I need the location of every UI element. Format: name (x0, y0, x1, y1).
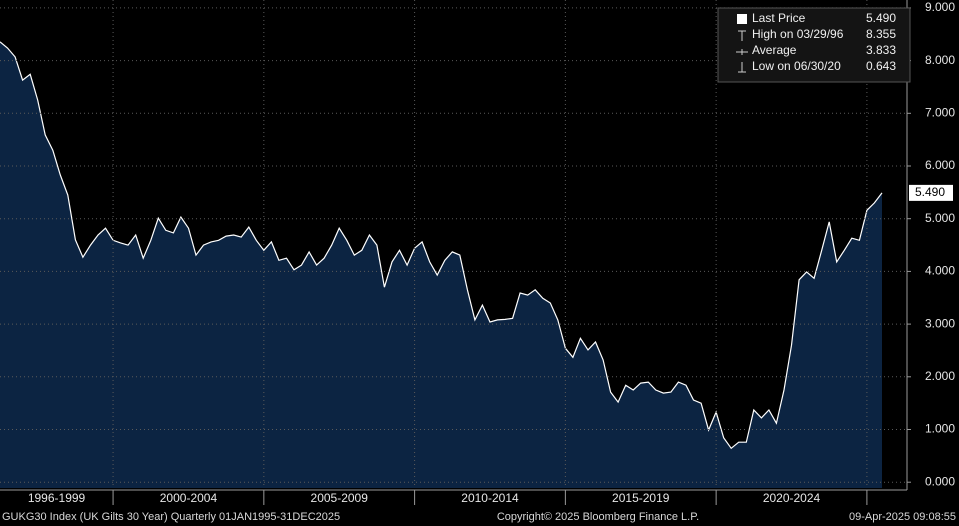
x-tick-label: 2020-2024 (763, 491, 821, 505)
legend-label: Last Price (752, 11, 806, 25)
footer-left: GUKG30 Index (UK Gilts 30 Year) Quarterl… (2, 511, 340, 523)
x-tick-label: 2010-2014 (461, 491, 519, 505)
x-tick-label: 1996-1999 (28, 491, 86, 505)
y-tick-label: 3.000 (925, 316, 955, 330)
legend-icon (736, 49, 748, 55)
legend-label: High on 03/29/96 (752, 27, 844, 41)
legend-value: 3.833 (866, 43, 896, 57)
y-tick-label: 8.000 (925, 53, 955, 67)
y-tick-label: 9.000 (925, 0, 955, 14)
x-tick-label: 2000-2004 (160, 491, 218, 505)
y-tick-label: 5.000 (925, 211, 955, 225)
legend-value: 5.490 (866, 11, 896, 25)
last-price-label: 5.490 (915, 185, 945, 199)
x-tick-label: 2005-2009 (311, 491, 369, 505)
footer-center: Copyright© 2025 Bloomberg Finance L.P. (497, 511, 699, 523)
footer-right: 09-Apr-2025 09:08:55 (849, 511, 956, 523)
legend-value: 8.355 (866, 27, 896, 41)
legend-value: 0.643 (866, 59, 896, 73)
legend-icon (738, 62, 746, 73)
line (0, 41, 883, 450)
x-tick-label: 2015-2019 (612, 491, 670, 505)
y-tick-label: 4.000 (925, 264, 955, 278)
legend-label: Low on 06/30/20 (752, 59, 841, 73)
last-price-box (909, 184, 953, 201)
y-tick-label: 6.000 (925, 158, 955, 172)
legend-icon (737, 14, 747, 24)
legend-label: Average (752, 43, 797, 57)
y-tick-label: 7.000 (925, 105, 955, 119)
y-tick-label: 2.000 (925, 369, 955, 383)
plot-area (0, 0, 907, 489)
legend-box (717, 7, 911, 83)
y-tick-label: 1.000 (925, 422, 955, 436)
y-tick-label: 0.000 (925, 474, 955, 488)
legend: Last Price 5.490 High on 03/29/96 8.355 … (717, 7, 911, 83)
legend-icon (738, 30, 746, 41)
